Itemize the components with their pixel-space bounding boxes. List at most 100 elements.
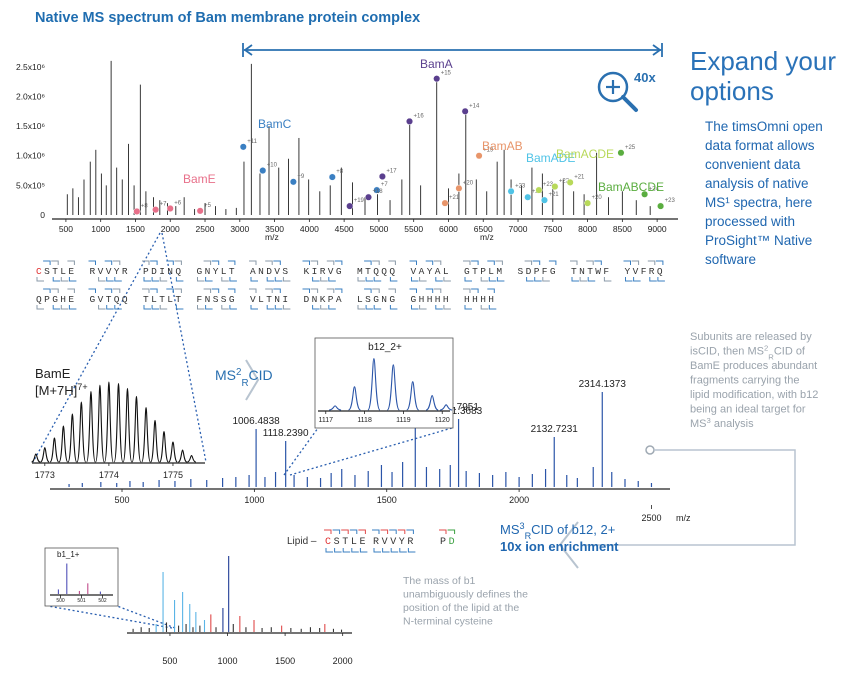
- y-tick-label: 0: [40, 210, 45, 220]
- fragment-bracket: [480, 277, 489, 282]
- ms2-note-part: CID of: [774, 346, 806, 358]
- fragment-bracket: [464, 305, 472, 310]
- fragment-bracket: [433, 288, 442, 293]
- sequence-group: KIRVG: [304, 266, 345, 277]
- fragment-bracket: [221, 305, 229, 310]
- complex-label: BamABCDE: [598, 180, 664, 194]
- fragment-bracket: [487, 288, 495, 293]
- fragment-bracket: [265, 288, 273, 293]
- step-chevron: [558, 521, 579, 569]
- x-tick-label: 1119: [396, 417, 411, 424]
- charge-label: +5: [204, 203, 212, 209]
- sequence-group: ANDVS: [250, 266, 291, 277]
- fragment-bracket: [373, 548, 381, 553]
- y-tick-label: 1.0x10⁶: [16, 151, 45, 161]
- fragment-bracket: [586, 260, 594, 265]
- fragment-bracket: [471, 260, 479, 265]
- fragment-bracket: [548, 260, 557, 265]
- fragment-bracket: [205, 277, 213, 282]
- peak: [86, 391, 96, 463]
- fragment-bracket: [229, 305, 237, 310]
- x-tick-label: 7500: [543, 224, 562, 234]
- ion-marker: [133, 207, 141, 215]
- fragment-bracket: [359, 548, 368, 553]
- fragment-bracket: [594, 260, 602, 265]
- x-tick-label: 500: [59, 224, 73, 234]
- fragment-bracket: [326, 260, 335, 265]
- charge-label: +19: [483, 148, 494, 154]
- fragment-bracket: [358, 529, 366, 534]
- fragment-bracket: [203, 288, 212, 293]
- ms2-step: MS2RCID: [215, 367, 273, 389]
- fragment-bracket: [312, 305, 320, 310]
- peak: [104, 381, 114, 463]
- inset-title: b12_2+: [368, 342, 402, 353]
- fragment-bracket: [571, 277, 579, 282]
- complex-label: BamA: [420, 57, 453, 71]
- fragment-bracket: [273, 288, 281, 293]
- ion-marker: [475, 152, 483, 160]
- peak-label: 1607.7951: [432, 402, 480, 413]
- zoom-connectors: [32, 232, 453, 629]
- lipid-label: Lipid –: [287, 536, 317, 547]
- fragment-bracket: [409, 288, 417, 293]
- ion-marker: [346, 202, 354, 210]
- fragment-bracket: [302, 260, 310, 265]
- peak: [67, 413, 78, 463]
- sequence-group: MTQQQ: [357, 266, 398, 277]
- charge-label: +14: [469, 103, 480, 109]
- charge-label: +8: [141, 203, 149, 209]
- sequence-group: GTPLM: [464, 266, 505, 277]
- ion-marker: [196, 207, 204, 215]
- charge-label: +20: [592, 195, 603, 201]
- peak: [386, 364, 400, 411]
- x-tick-label: 1000: [91, 224, 110, 234]
- charge-label: +22: [559, 179, 570, 185]
- fragment-bracket: [542, 277, 550, 282]
- fragment-bracket: [372, 529, 380, 534]
- range-arrow: [242, 43, 663, 57]
- charge-label: +8: [336, 169, 344, 175]
- ion-marker: [507, 187, 515, 195]
- fragment-bracket: [175, 277, 184, 282]
- sequence-group: GVTQQ: [90, 294, 131, 305]
- fragment-bracket: [52, 277, 61, 282]
- ion-marker: [364, 193, 373, 201]
- sequence-group: FNSSG: [197, 294, 238, 305]
- x-tick-label: 1000: [218, 656, 238, 666]
- fragment-bracket: [488, 277, 497, 282]
- side-text: software: [705, 252, 756, 267]
- x-tick-label: 3000: [230, 224, 249, 234]
- ms2-note-part: isCID, then MS: [690, 346, 764, 358]
- y-tick-label: 2.5x10⁶: [16, 62, 45, 72]
- charge-label: +23: [543, 182, 554, 188]
- fragment-bracket: [67, 260, 75, 265]
- peak-label: 1771.3683: [435, 406, 483, 417]
- sequence-group: RVVYR: [90, 266, 131, 277]
- fragment-bracket: [365, 277, 374, 282]
- fragment-bracket: [43, 260, 51, 265]
- peak: [425, 395, 439, 411]
- charge-label: +10: [267, 163, 278, 169]
- peak: [367, 358, 381, 411]
- sequence-group: VAYAL: [411, 266, 452, 277]
- fragment-bracket: [88, 260, 96, 265]
- fragment-bracket: [68, 277, 77, 282]
- x-tick-label: 8500: [613, 224, 632, 234]
- inset-title: b1_1+: [57, 550, 80, 559]
- fragment-bracket: [52, 305, 61, 310]
- fragment-bracket: [364, 260, 372, 265]
- ms2-step-part: MS: [215, 367, 236, 383]
- ion-marker: [378, 172, 386, 181]
- sequence-group: GHHHH: [411, 294, 452, 305]
- fragment-bracket: [98, 277, 106, 282]
- fragment-bracket: [151, 305, 160, 310]
- ion-marker: [433, 75, 441, 83]
- inset-title: [M+7H]7+: [35, 382, 88, 398]
- fragment-bracket: [274, 305, 283, 310]
- ion-marker: [584, 199, 592, 207]
- inset-frame: [314, 337, 454, 429]
- fragment-bracket: [334, 260, 343, 265]
- fragment-bracket: [382, 548, 390, 553]
- fragment-bracket: [655, 260, 664, 265]
